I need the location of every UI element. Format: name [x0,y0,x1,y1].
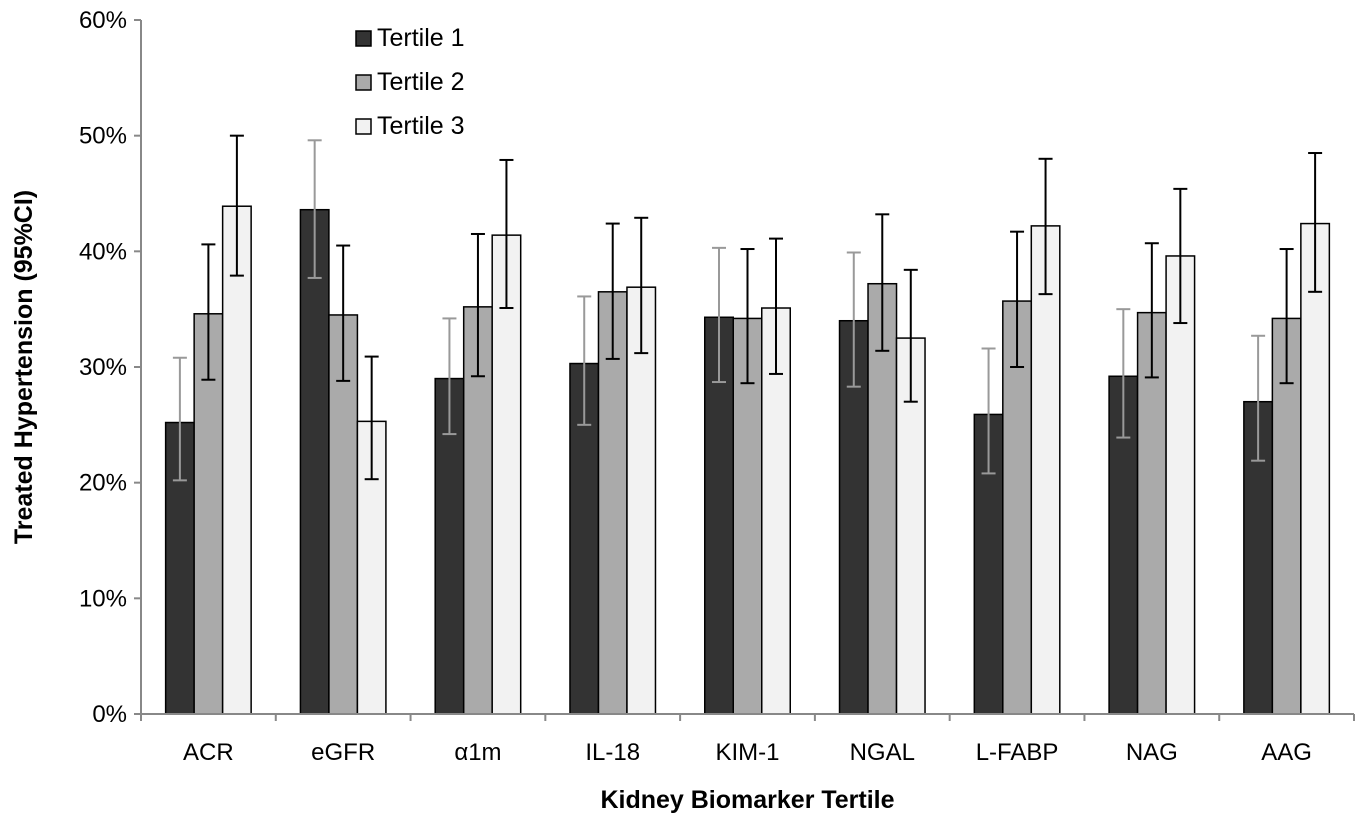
y-axis-title: Treated Hypertension (95%CI) [10,190,38,544]
bar-tertile-2 [1271,317,1302,715]
error-bar [470,232,485,378]
error-bar [1279,248,1294,385]
error-bar [172,356,187,482]
error-bar [336,244,351,382]
error-bar [201,243,216,381]
legend-swatch [355,30,372,47]
legend-swatch [355,118,372,135]
x-tick-label: ACR [183,739,234,766]
error-bar [712,246,726,384]
y-tick-label: 60% [79,7,127,34]
bar-tertile-3 [761,307,791,715]
error-bar [1173,187,1188,325]
error-bar [442,317,457,436]
error-bar [634,216,649,355]
x-tick-label: NGAL [850,739,915,766]
legend-label: Tertile 3 [377,112,465,140]
error-bar [307,139,322,279]
x-tick-label: eGFR [311,739,375,766]
legend-item: Tertile 2 [355,68,465,96]
error-bar [1038,157,1053,296]
y-tick-label: 0% [92,701,127,728]
legend-item: Tertile 1 [355,24,465,52]
error-bar [769,237,783,375]
x-tick-label: L-FABP [976,739,1059,766]
error-bar [1308,152,1323,293]
legend-swatch [355,74,372,91]
x-tick-label: IL-18 [585,739,640,766]
y-tick-label: 10% [79,585,127,612]
error-bar [1010,230,1025,368]
bar-tertile-3 [1030,225,1061,715]
bar-tertile-3 [221,205,252,715]
error-bar [1116,308,1131,439]
error-bar [740,248,755,385]
error-bar [1144,242,1159,379]
bar-tertile-3 [1300,222,1331,715]
legend: Tertile 1 Tertile 2 Tertile 3 [355,24,465,140]
bar-tertile-2 [1136,311,1167,715]
bar-tertile-3 [1165,255,1196,715]
ticks-layer [134,19,1355,721]
error-bar [875,213,890,352]
error-bar [1251,334,1266,462]
y-tick-label: 50% [79,123,127,150]
legend-label: Tertile 1 [377,24,465,52]
bar-tertile-2 [1002,300,1033,715]
error-bar [981,347,996,475]
x-tick-label: α1m [454,739,501,766]
error-bar [577,295,592,426]
x-tick-label: NAG [1126,739,1178,766]
y-tick-label: 40% [79,238,127,265]
x-tick-label: KIM-1 [715,739,779,766]
x-axis-title: Kidney Biomarker Tertile [600,786,894,814]
error-bars-layer [172,134,1323,482]
error-bar [903,268,918,403]
x-tick-label: AAG [1261,739,1312,766]
error-bar [499,158,514,310]
error-bar [364,355,379,481]
bar-tertile-1 [299,208,330,715]
y-tick-label: 20% [79,470,127,497]
legend-item: Tertile 3 [355,112,465,140]
labels-layer: 0% 10% 20% 30% 40% 50% 60% ACR eGFR α1m IL-18 KIM-1… [79,7,1312,766]
legend-label: Tertile 2 [377,68,465,96]
error-bar [229,134,244,277]
error-bar [846,251,861,388]
y-tick-label: 30% [79,354,127,381]
error-bar [605,222,620,360]
